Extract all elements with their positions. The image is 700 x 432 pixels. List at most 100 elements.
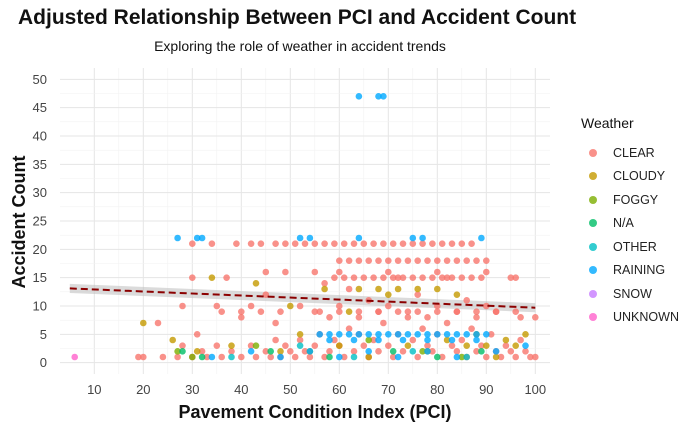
- data-point: [414, 291, 422, 298]
- data-point: [179, 342, 186, 349]
- chart-subtitle: Exploring the role of weather in acciden…: [154, 38, 446, 54]
- data-point: [478, 234, 485, 242]
- data-point: [198, 353, 206, 361]
- data-point: [512, 342, 519, 349]
- data-point: [140, 353, 147, 361]
- data-point: [326, 348, 333, 355]
- data-point: [370, 336, 377, 344]
- y-tick-label: 20: [33, 242, 47, 257]
- chart-title: Adjusted Relationship Between PCI and Ac…: [18, 6, 577, 29]
- data-point: [375, 308, 382, 315]
- data-point: [336, 353, 343, 361]
- y-tick-label: 5: [40, 327, 47, 342]
- x-tick-label: 20: [136, 382, 150, 397]
- x-tick-label: 60: [332, 382, 346, 397]
- data-point: [409, 336, 417, 344]
- data-point: [350, 348, 358, 355]
- data-point: [179, 348, 186, 355]
- data-point: [458, 274, 466, 281]
- data-point: [301, 240, 309, 247]
- data-point: [502, 342, 510, 349]
- legend-item: CLOUDY: [581, 165, 679, 189]
- data-point: [365, 257, 373, 264]
- legend-swatch: [589, 313, 597, 322]
- legend-label: CLEAR: [613, 145, 655, 160]
- data-point: [154, 319, 162, 327]
- data-point: [291, 353, 299, 361]
- data-point: [532, 314, 539, 321]
- data-point: [218, 308, 225, 315]
- data-point: [463, 342, 471, 349]
- data-point: [208, 353, 216, 361]
- data-point: [385, 342, 392, 349]
- data-point: [267, 348, 275, 355]
- data-point: [399, 336, 407, 344]
- data-point: [424, 257, 431, 264]
- data-point: [429, 274, 436, 281]
- data-point: [448, 336, 456, 344]
- data-point: [424, 342, 431, 349]
- data-point: [429, 240, 436, 247]
- data-point: [375, 93, 382, 100]
- data-point: [296, 342, 304, 349]
- data-point: [380, 274, 387, 281]
- data-point: [340, 274, 348, 281]
- data-point: [434, 268, 441, 276]
- data-point: [189, 274, 196, 281]
- data-point: [277, 348, 284, 355]
- data-point: [419, 274, 426, 281]
- legend-item: RAINING: [581, 259, 679, 283]
- data-point: [399, 348, 407, 355]
- data-point: [316, 308, 324, 315]
- data-point: [404, 308, 412, 315]
- x-tick-label: 30: [185, 382, 199, 397]
- data-point: [340, 353, 348, 361]
- data-point: [262, 348, 270, 355]
- data-point: [409, 348, 417, 355]
- data-point: [213, 302, 221, 310]
- data-point: [336, 268, 343, 276]
- data-point: [478, 274, 485, 281]
- data-point: [159, 353, 167, 361]
- data-point: [321, 240, 328, 247]
- data-point: [247, 302, 255, 310]
- legend-item: CLEAR: [581, 141, 679, 165]
- x-tick-label: 70: [381, 382, 395, 397]
- data-point: [179, 302, 186, 310]
- data-point: [247, 348, 255, 355]
- data-point: [492, 353, 500, 361]
- data-point: [193, 234, 201, 242]
- data-point: [296, 302, 304, 310]
- data-point: [189, 240, 196, 247]
- data-point: [336, 342, 343, 349]
- legend-items: CLEAR CLOUDY FOGGY N/A OTHER RAINING SNOW UNKNO…: [581, 141, 679, 329]
- legend-swatch: [589, 289, 597, 298]
- data-point: [483, 331, 490, 338]
- data-point: [463, 331, 471, 338]
- x-tick-label: 50: [283, 382, 297, 397]
- data-point: [414, 331, 422, 338]
- x-tick-label: 100: [524, 382, 546, 397]
- series-other: [228, 342, 471, 361]
- data-point: [385, 268, 392, 276]
- data-point: [311, 342, 319, 349]
- data-point: [448, 342, 456, 349]
- data-point: [414, 353, 422, 361]
- legend-label: OTHER: [613, 239, 657, 254]
- data-point: [497, 353, 505, 361]
- data-point: [424, 348, 431, 355]
- data-point: [140, 319, 147, 327]
- data-point: [365, 353, 373, 361]
- data-point: [502, 336, 510, 344]
- data-point: [443, 319, 451, 327]
- data-point: [380, 319, 387, 327]
- data-point: [311, 240, 319, 247]
- data-point: [321, 353, 328, 361]
- data-point: [350, 336, 358, 344]
- data-point: [355, 331, 363, 338]
- data-point: [198, 348, 206, 355]
- data-point: [247, 240, 255, 247]
- data-point: [473, 314, 480, 321]
- data-point: [468, 274, 475, 281]
